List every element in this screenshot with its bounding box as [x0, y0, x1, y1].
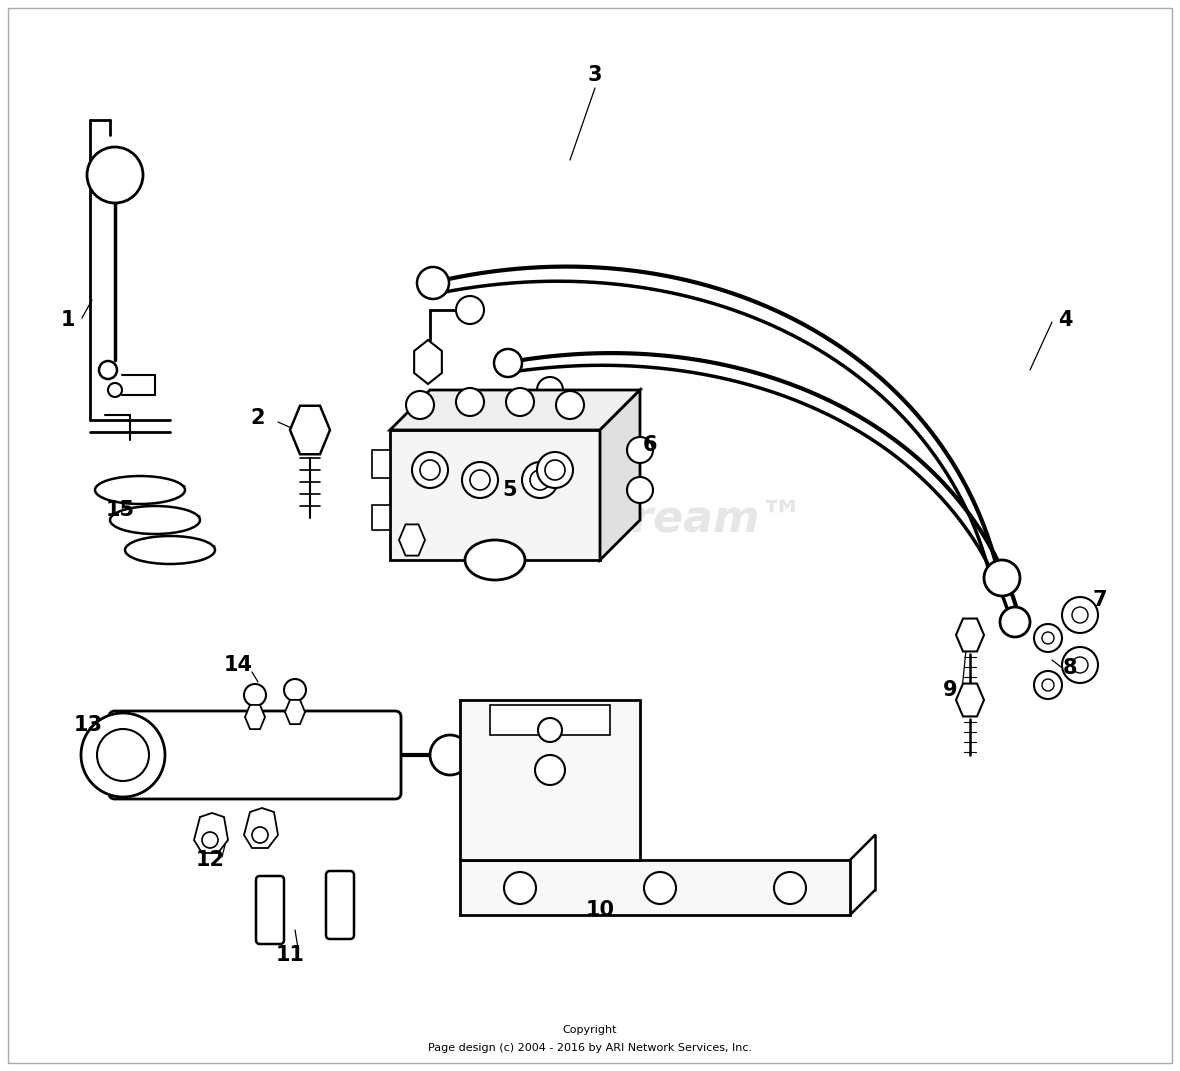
Ellipse shape — [110, 506, 199, 534]
Circle shape — [556, 391, 584, 419]
Text: 8: 8 — [1063, 658, 1077, 678]
Text: 15: 15 — [105, 500, 135, 521]
Text: 14: 14 — [223, 655, 253, 675]
Circle shape — [455, 388, 484, 416]
Circle shape — [537, 377, 563, 403]
Polygon shape — [496, 422, 520, 462]
Circle shape — [202, 832, 218, 848]
Circle shape — [627, 437, 653, 463]
Circle shape — [530, 470, 550, 491]
Polygon shape — [245, 705, 266, 729]
Text: 9: 9 — [943, 680, 957, 700]
FancyBboxPatch shape — [109, 711, 401, 799]
Text: 11: 11 — [275, 945, 304, 965]
Circle shape — [99, 361, 117, 379]
Ellipse shape — [96, 476, 185, 504]
Text: 7: 7 — [1093, 590, 1107, 610]
Circle shape — [644, 872, 676, 904]
Circle shape — [627, 477, 653, 503]
Polygon shape — [194, 813, 228, 853]
Circle shape — [253, 827, 268, 843]
Circle shape — [1042, 679, 1054, 691]
Circle shape — [1062, 647, 1099, 683]
Bar — [460, 860, 850, 915]
Circle shape — [1034, 672, 1062, 699]
Circle shape — [984, 560, 1020, 595]
Text: Copyright: Copyright — [563, 1025, 617, 1035]
Circle shape — [109, 383, 122, 397]
Text: 2: 2 — [250, 408, 266, 428]
Polygon shape — [956, 683, 984, 716]
Circle shape — [504, 872, 536, 904]
Text: ARI PartStream™: ARI PartStream™ — [375, 498, 805, 542]
Circle shape — [430, 735, 470, 775]
Circle shape — [463, 462, 498, 498]
Circle shape — [494, 349, 522, 377]
Polygon shape — [414, 340, 441, 384]
Circle shape — [406, 391, 434, 419]
Circle shape — [774, 872, 806, 904]
Circle shape — [1062, 597, 1099, 633]
Text: 12: 12 — [196, 850, 224, 870]
Circle shape — [420, 461, 440, 480]
Text: 1: 1 — [60, 310, 76, 330]
Ellipse shape — [125, 536, 215, 564]
Circle shape — [1071, 657, 1088, 673]
Circle shape — [97, 729, 149, 781]
Polygon shape — [244, 808, 278, 848]
Polygon shape — [391, 390, 640, 429]
Circle shape — [535, 755, 565, 785]
FancyBboxPatch shape — [256, 876, 284, 944]
Circle shape — [1042, 632, 1054, 644]
Text: 10: 10 — [585, 900, 615, 920]
Text: 3: 3 — [588, 65, 602, 85]
Circle shape — [81, 713, 165, 797]
Circle shape — [455, 296, 484, 325]
Polygon shape — [399, 525, 425, 556]
Text: 5: 5 — [503, 480, 517, 500]
Text: 13: 13 — [73, 715, 103, 735]
Bar — [372, 450, 391, 478]
Bar — [460, 700, 640, 860]
Bar — [372, 506, 391, 530]
Circle shape — [506, 388, 535, 416]
Ellipse shape — [465, 540, 525, 580]
Polygon shape — [434, 449, 466, 501]
Polygon shape — [286, 699, 304, 724]
Circle shape — [1034, 624, 1062, 652]
Circle shape — [284, 679, 306, 702]
Polygon shape — [290, 406, 330, 454]
Text: 4: 4 — [1057, 310, 1073, 330]
FancyBboxPatch shape — [326, 871, 354, 939]
Circle shape — [545, 461, 565, 480]
Circle shape — [522, 462, 558, 498]
Circle shape — [244, 684, 266, 706]
Polygon shape — [599, 390, 640, 560]
Bar — [490, 705, 610, 735]
Circle shape — [1071, 607, 1088, 623]
Circle shape — [87, 147, 143, 203]
Circle shape — [417, 267, 450, 299]
Circle shape — [412, 452, 448, 488]
Polygon shape — [956, 619, 984, 651]
Text: 6: 6 — [643, 435, 657, 455]
Circle shape — [999, 607, 1030, 637]
Circle shape — [470, 470, 490, 491]
Circle shape — [538, 718, 562, 742]
Bar — [391, 429, 599, 560]
Text: Page design (c) 2004 - 2016 by ARI Network Services, Inc.: Page design (c) 2004 - 2016 by ARI Netwo… — [428, 1043, 752, 1053]
Circle shape — [537, 452, 573, 488]
